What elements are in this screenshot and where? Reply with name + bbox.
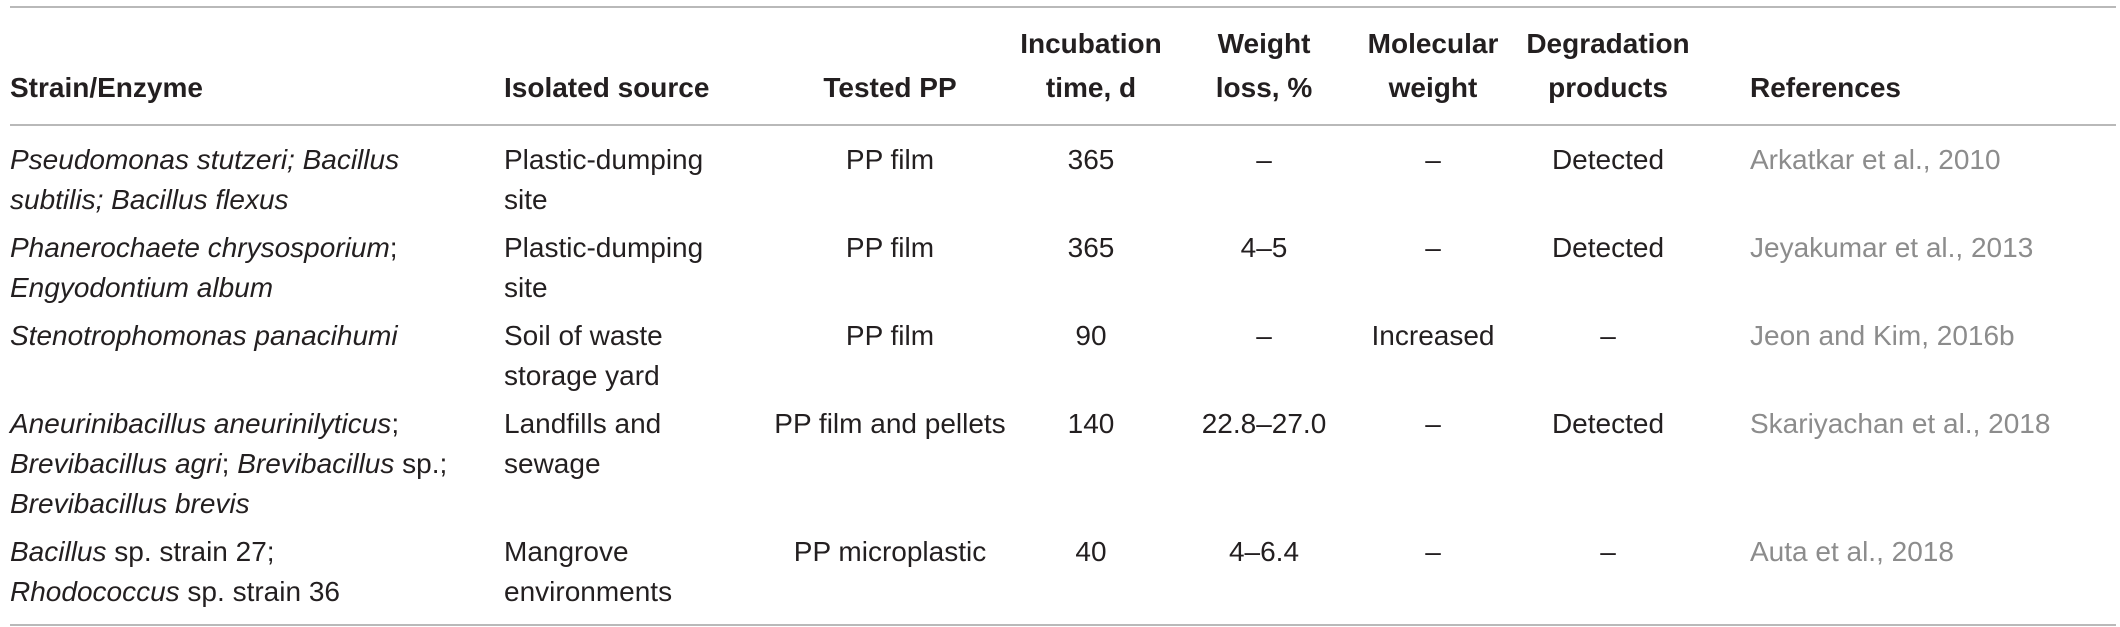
reference-link[interactable]: Arkatkar et al., 2010 [1750, 144, 2001, 175]
table-row: Pseudomonas stutzeri; Bacillus subtilis; … [10, 125, 2116, 228]
cell-incubation: 365 [1067, 144, 1115, 175]
cell-weight-loss: – [1256, 144, 1272, 175]
cell-tested-pp: PP film and pellets [774, 408, 1006, 439]
pp-degradation-table: Strain/Enzyme Isolated source Tested PP … [10, 6, 2116, 626]
header-incubation-time: Incubation time, d [1020, 28, 1162, 103]
cell-strain: Aneurinibacillus aneurinilyticus; Breviba… [10, 408, 448, 519]
table-row: Stenotrophomonas panacihumi Soil of wast… [10, 316, 2116, 404]
cell-tested-pp: PP microplastic [793, 536, 987, 567]
reference-link[interactable]: Jeyakumar et al., 2013 [1750, 232, 2034, 263]
cell-source: Landfills and sewage [504, 408, 662, 479]
cell-incubation: 40 [1075, 536, 1107, 567]
cell-incubation: 90 [1075, 320, 1107, 351]
cell-weight-loss: – [1256, 320, 1272, 351]
cell-strain: Bacillus sp. strain 27; Rhodococcus sp. s… [10, 536, 340, 607]
table-row: Phanerochaete chrysosporium; Engyodontium… [10, 228, 2116, 316]
cell-incubation: 140 [1067, 408, 1115, 439]
cell-degradation-products: – [1600, 536, 1616, 567]
cell-weight-loss: 22.8–27.0 [1201, 408, 1327, 439]
header-tested-pp: Tested PP [823, 72, 957, 103]
cell-molecular-weight: – [1425, 408, 1441, 439]
cell-degradation-products: – [1600, 320, 1616, 351]
cell-source: Plastic-dumping site [504, 232, 704, 303]
cell-tested-pp: PP film [845, 232, 935, 263]
cell-source: Plastic-dumping site [504, 144, 704, 215]
cell-weight-loss: 4–6.4 [1228, 536, 1300, 567]
header-isolated-source: Isolated source [504, 72, 710, 103]
cell-tested-pp: PP film [845, 320, 935, 351]
cell-molecular-weight: – [1425, 232, 1441, 263]
cell-degradation-products: Detected [1551, 144, 1665, 175]
cell-source: Mangrove environments [504, 536, 673, 607]
reference-link[interactable]: Auta et al., 2018 [1750, 536, 1954, 567]
header-weight-loss: Weight loss, % [1215, 28, 1313, 103]
header-references: References [1750, 72, 1901, 103]
cell-source: Soil of waste storage yard [504, 320, 663, 391]
cell-strain: Pseudomonas stutzeri; Bacillus subtilis; … [10, 144, 400, 215]
header-molecular-weight: Molecular weight [1367, 28, 1499, 103]
header-strain: Strain/Enzyme [10, 72, 203, 103]
cell-incubation: 365 [1067, 232, 1115, 263]
cell-weight-loss: 4–5 [1240, 232, 1288, 263]
reference-link[interactable]: Skariyachan et al., 2018 [1750, 408, 2051, 439]
cell-degradation-products: Detected [1551, 408, 1665, 439]
cell-molecular-weight: – [1425, 144, 1441, 175]
cell-molecular-weight: Increased [1371, 320, 1495, 351]
cell-tested-pp: PP film [845, 144, 935, 175]
table-row: Aneurinibacillus aneurinilyticus; Breviba… [10, 404, 2116, 532]
cell-strain: Stenotrophomonas panacihumi [10, 320, 398, 351]
header-degradation-products: Degradation products [1526, 28, 1690, 103]
reference-link[interactable]: Jeon and Kim, 2016b [1750, 320, 2015, 351]
cell-strain: Phanerochaete chrysosporium; Engyodontium… [10, 232, 398, 303]
table-container: Strain/Enzyme Isolated source Tested PP … [10, 6, 2116, 626]
cell-molecular-weight: – [1425, 536, 1441, 567]
header-row: Strain/Enzyme Isolated source Tested PP … [10, 7, 2116, 125]
table-row: Bacillus sp. strain 27; Rhodococcus sp. s… [10, 532, 2116, 625]
cell-degradation-products: Detected [1551, 232, 1665, 263]
